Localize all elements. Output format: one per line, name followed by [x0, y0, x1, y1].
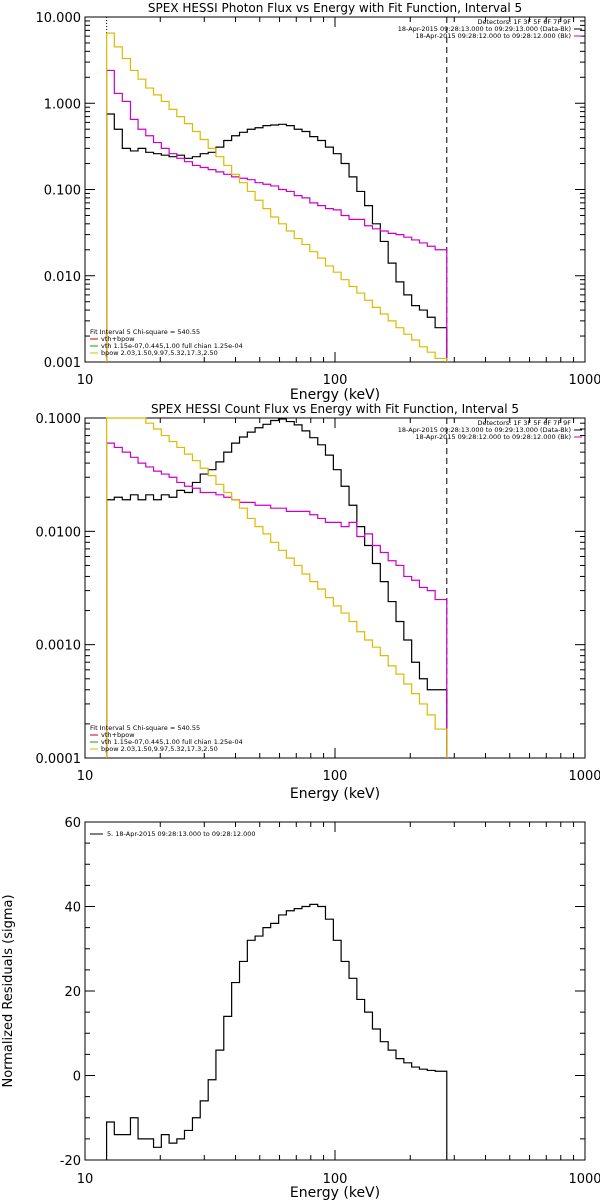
y-tick-label: -20: [60, 1154, 81, 1169]
legend-entry: 5. 18-Apr-2015 09:28:13.000 to 09:28:12.…: [107, 830, 256, 838]
y-tick-label: 0.010: [44, 270, 81, 285]
y-tick-label: 0.001: [44, 356, 81, 371]
series-line-2: [105, 442, 448, 758]
x-tick-label: 10: [77, 373, 94, 388]
y-tick-label: 1.000: [44, 97, 81, 112]
header-line: Detectors: 1F 3F 5F 6F 7F 9F: [477, 18, 571, 26]
legend-entry: bpow 2.03,1.50,9.97,5.32,17.3,2.50: [101, 745, 218, 753]
chart-panel-1: SPEX HESSI Photon Flux vs Energy with Fi…: [36, 1, 600, 403]
plot-frame: [84, 16, 586, 363]
x-tick-label: 100: [323, 373, 348, 388]
legend-title: Fit Interval 5 Chi-square = 540.55: [90, 724, 200, 732]
x-tick-label: 10: [77, 769, 94, 784]
y-tick-label: 0.0010: [36, 639, 82, 654]
chart-panel-2: SPEX HESSI Count Flux vs Energy with Fit…: [36, 402, 600, 802]
legend-entry: vth 1.15e-07,0.445,1.00 full chian 1.25e…: [101, 738, 243, 746]
series-line-3: [105, 417, 448, 758]
x-tick-label: 100: [323, 769, 348, 784]
legend-entry: vth 1.15e-07,0.445,1.00 full chian 1.25e…: [101, 342, 243, 350]
series-line-1: [105, 903, 448, 1160]
plot-frame: [84, 417, 586, 759]
legend-entry: bpow 2.03,1.50,9.97,5.32,17.3,2.50: [101, 349, 218, 357]
legend-entry: vth+bpow: [101, 335, 135, 343]
series-line-1: [105, 113, 448, 362]
x-tick-label: 1000: [568, 373, 600, 388]
y-tick-label: 40: [64, 901, 81, 916]
x-axis-label: Energy (keV): [290, 786, 380, 802]
x-tick-label: 100: [323, 1172, 348, 1187]
chart-title: SPEX HESSI Count Flux vs Energy with Fit…: [151, 402, 519, 416]
series-line-3: [105, 32, 448, 362]
header-line: 18-Apr-2015 09:28:13.000 to 09:29:13.000…: [398, 25, 571, 33]
y-tick-label: 20: [64, 985, 81, 1000]
x-axis-label: Energy (keV): [290, 387, 380, 403]
header-line: 18-Apr-2015 09:28:12.000 to 09:28:12.000…: [415, 433, 571, 441]
y-tick-label: 10.000: [36, 11, 82, 26]
x-tick-label: 10: [77, 1172, 94, 1187]
y-tick-label: 0.0001: [36, 752, 82, 767]
x-axis-label: Energy (keV): [290, 1185, 380, 1200]
plot-frame: [84, 821, 586, 1161]
series-line-2: [105, 69, 448, 362]
x-tick-label: 1000: [568, 1172, 600, 1187]
chart-title: SPEX HESSI Photon Flux vs Energy with Fi…: [148, 1, 522, 15]
y-tick-label: 0.1000: [36, 412, 82, 427]
header-line: Detectors: 1F 3F 5F 6F 7F 9F: [477, 419, 571, 427]
x-tick-label: 1000: [568, 769, 600, 784]
series-line-1: [105, 418, 448, 758]
header-line: 18-Apr-2015 09:28:13.000 to 09:29:13.000…: [398, 426, 571, 434]
chart-panel-3: 10 100 1000 Energy (keV) -20 0 20 40 60 Normalize…: [1, 816, 600, 1200]
header-line: 18-Apr-2015 09:28:12.000 to 09:28:12.000…: [415, 32, 571, 40]
legend-title: Fit Interval 5 Chi-square = 540.55: [90, 328, 200, 336]
legend-entry: vth+bpow: [101, 731, 135, 739]
y-tick-label: 0.0100: [36, 525, 82, 540]
y-tick-label: 60: [64, 816, 81, 831]
y-axis-label: Normalized Residuals (sigma): [1, 894, 16, 1087]
y-tick-label: 0: [73, 1070, 81, 1085]
y-tick-label: 0.100: [44, 184, 81, 199]
